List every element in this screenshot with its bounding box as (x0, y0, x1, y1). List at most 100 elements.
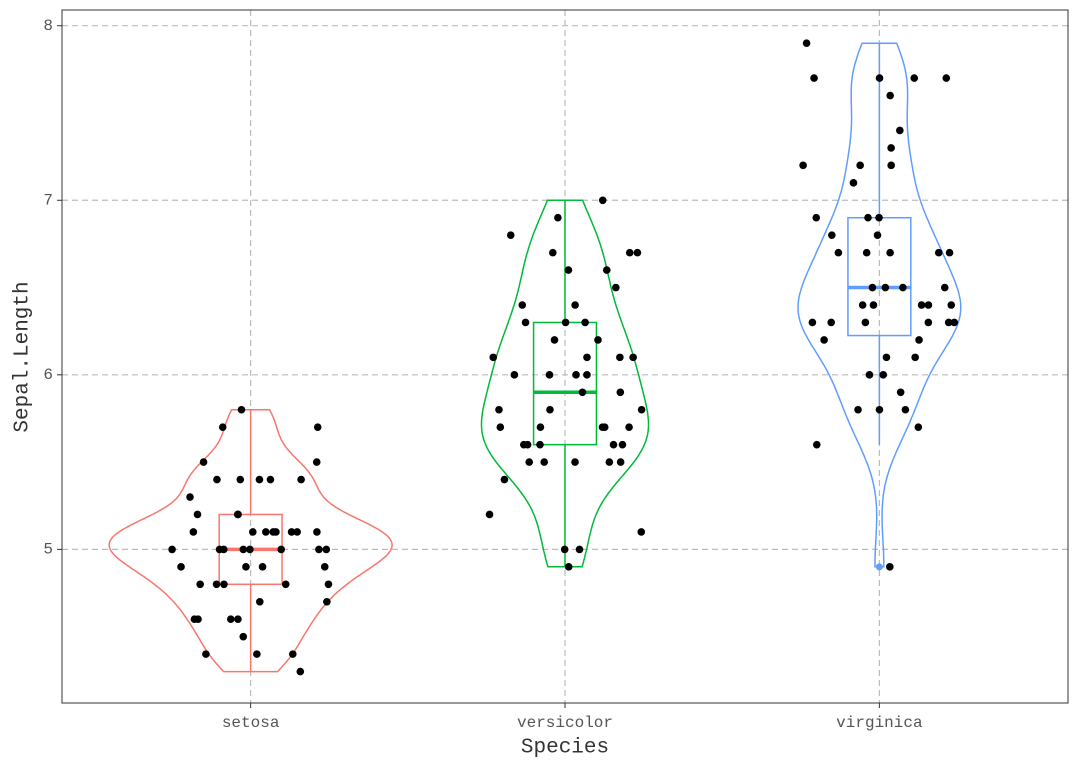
point (915, 336, 923, 344)
point (571, 458, 579, 466)
point (246, 545, 254, 554)
point (315, 545, 323, 554)
point (255, 597, 264, 606)
point (834, 248, 843, 257)
point (637, 528, 646, 536)
x-tick-label: setosa (222, 714, 280, 732)
violin (108, 408, 393, 673)
point (281, 580, 290, 589)
point (212, 580, 221, 589)
point (887, 144, 895, 152)
point (934, 248, 943, 257)
point (856, 161, 864, 170)
point (598, 423, 607, 431)
point (637, 405, 646, 414)
point (886, 91, 894, 100)
point (911, 353, 919, 362)
point (495, 405, 503, 414)
point (168, 545, 176, 554)
point (914, 423, 923, 431)
point (810, 74, 818, 82)
point (899, 283, 907, 292)
point (808, 318, 817, 327)
point (506, 231, 515, 239)
y-tick-label: 6 (43, 366, 53, 384)
point (510, 371, 519, 379)
point (293, 528, 301, 536)
point (297, 475, 305, 484)
y-axis-title: Sepal.Length (12, 281, 35, 432)
point (255, 475, 264, 484)
point (550, 336, 559, 344)
point (578, 388, 587, 397)
point (296, 667, 305, 676)
point (496, 423, 505, 431)
point (862, 248, 871, 257)
point (901, 405, 910, 414)
y-tick-label: 8 (43, 17, 53, 35)
point (583, 371, 591, 379)
point (218, 423, 227, 431)
point (239, 632, 248, 641)
plot-border (61, 9, 1069, 704)
point (193, 510, 202, 519)
point (629, 353, 637, 362)
point (950, 318, 959, 327)
point (525, 458, 534, 466)
point (564, 563, 573, 571)
point (865, 371, 874, 379)
point (802, 39, 811, 47)
point (605, 458, 614, 466)
point (536, 423, 545, 431)
point (554, 213, 562, 222)
point (609, 440, 618, 449)
point (575, 545, 584, 554)
violin (797, 42, 962, 568)
point (598, 196, 607, 205)
point (199, 458, 208, 466)
point (536, 440, 544, 449)
point (549, 248, 557, 257)
point (886, 563, 894, 571)
point (237, 405, 246, 414)
y-tick-label: 7 (43, 191, 53, 209)
point (215, 545, 224, 554)
point (581, 318, 589, 327)
point (625, 423, 633, 431)
point (213, 475, 221, 484)
point (924, 301, 933, 309)
point (827, 318, 836, 327)
point (324, 580, 333, 589)
point (873, 231, 882, 239)
point (854, 405, 862, 414)
outlier (875, 563, 883, 571)
point (849, 179, 858, 187)
point (564, 266, 573, 274)
point (633, 248, 642, 257)
point (812, 440, 821, 449)
point (560, 545, 569, 554)
point (518, 301, 527, 309)
point (886, 248, 894, 257)
point (875, 405, 884, 414)
point (625, 248, 634, 257)
point (881, 283, 890, 292)
point (521, 318, 530, 327)
point (940, 283, 949, 292)
point (820, 336, 828, 344)
point (875, 213, 883, 222)
y-tick-label: 5 (43, 541, 53, 559)
point (882, 353, 891, 362)
point (861, 318, 870, 327)
point (571, 301, 579, 309)
point (896, 388, 905, 397)
point (879, 371, 888, 379)
point (226, 615, 235, 624)
point (944, 318, 953, 327)
point (594, 336, 602, 344)
point (561, 318, 570, 327)
point (489, 353, 498, 362)
point (234, 615, 242, 624)
point (258, 563, 267, 571)
point (196, 580, 204, 589)
